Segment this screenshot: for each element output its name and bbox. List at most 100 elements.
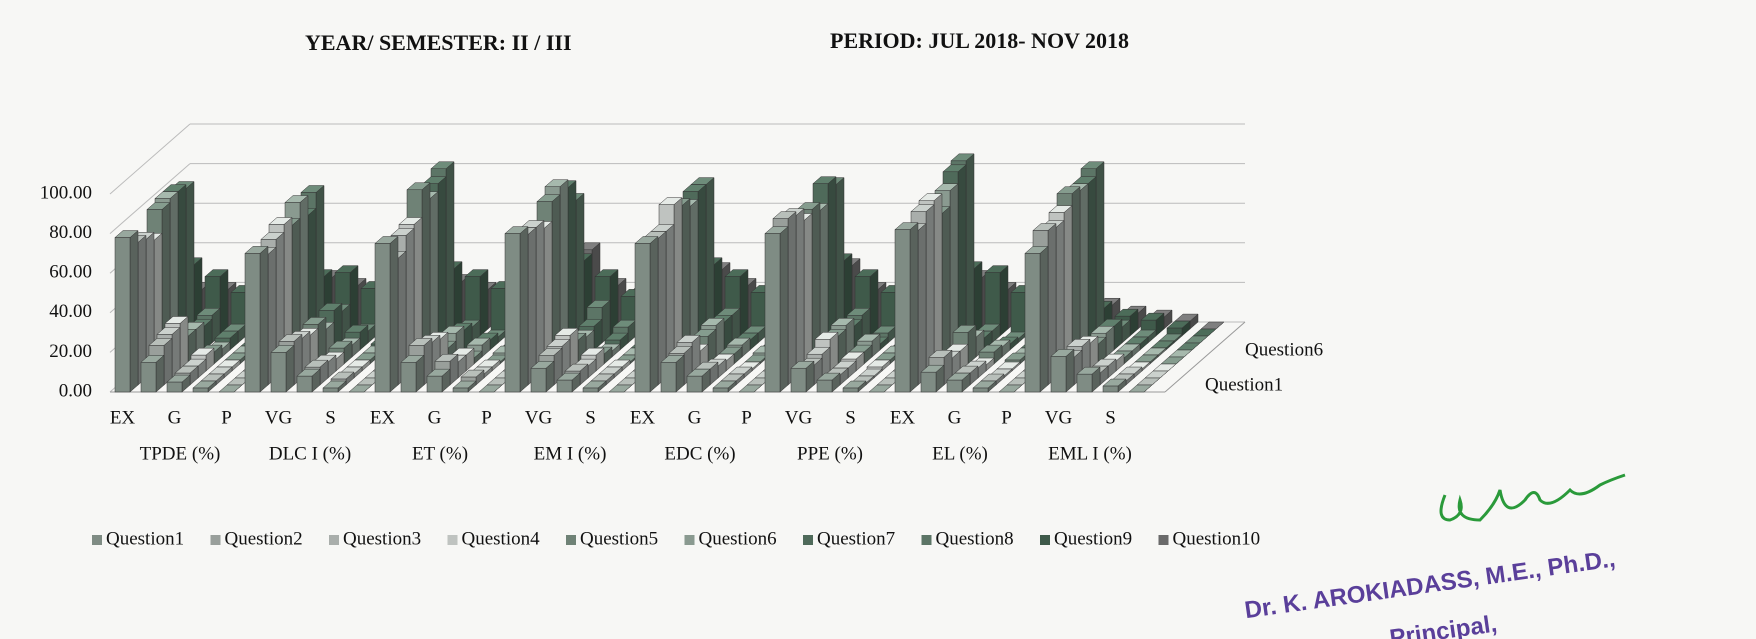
bar-top bbox=[998, 384, 1023, 393]
legend-label: Question6 bbox=[699, 528, 777, 549]
group-label: EM I (%) bbox=[534, 443, 607, 464]
bar-side bbox=[917, 223, 927, 386]
y-tick-label: 100.00 bbox=[40, 182, 92, 203]
group-label: EDC (%) bbox=[664, 443, 735, 464]
legend-swatch bbox=[210, 535, 221, 545]
bar bbox=[556, 379, 573, 393]
x-tick-label: S bbox=[325, 407, 336, 428]
x-tick-label: EX bbox=[370, 407, 396, 428]
bar bbox=[894, 229, 911, 393]
bar-side bbox=[779, 226, 789, 393]
legend-swatch bbox=[1040, 535, 1050, 545]
bar bbox=[192, 387, 209, 393]
x-tick-label: S bbox=[845, 407, 856, 428]
legend-swatch bbox=[684, 535, 695, 545]
bar bbox=[1050, 356, 1067, 393]
group-label: TPDE (%) bbox=[140, 443, 221, 464]
bar-side bbox=[519, 226, 529, 393]
bar bbox=[426, 375, 443, 393]
legend-label: Question5 bbox=[580, 528, 658, 549]
depth-label: Question6 bbox=[1245, 339, 1323, 360]
bar-side bbox=[925, 204, 935, 379]
bar bbox=[764, 233, 781, 393]
bar-side bbox=[1071, 186, 1081, 365]
legend-swatch bbox=[921, 535, 932, 545]
bar-side bbox=[1079, 183, 1089, 358]
depth-label: Question1 bbox=[1205, 374, 1283, 395]
bar-side bbox=[965, 153, 975, 344]
bar bbox=[490, 288, 507, 337]
y-tick-label: 60.00 bbox=[49, 262, 92, 283]
bar bbox=[634, 243, 651, 393]
bar-side bbox=[129, 230, 139, 393]
group-label: PPE (%) bbox=[797, 443, 863, 464]
bar bbox=[1024, 253, 1041, 393]
x-tick-label: EX bbox=[890, 407, 916, 428]
bar-top bbox=[868, 384, 893, 393]
bar-top bbox=[608, 384, 633, 393]
x-tick-label: P bbox=[221, 407, 232, 428]
bar-top bbox=[218, 384, 243, 393]
bar bbox=[920, 371, 937, 393]
bar bbox=[582, 387, 599, 393]
legend-label: Question3 bbox=[343, 528, 421, 549]
x-tick-label: EX bbox=[630, 407, 656, 428]
bar-side bbox=[479, 269, 489, 337]
group-label: EL (%) bbox=[932, 443, 988, 464]
bar-top bbox=[1128, 384, 1153, 393]
legend-label: Question7 bbox=[817, 528, 895, 549]
bar-side bbox=[1095, 161, 1105, 344]
bar-side bbox=[803, 212, 813, 372]
bar bbox=[452, 387, 469, 393]
bar bbox=[816, 379, 833, 393]
legend-label: Question4 bbox=[462, 528, 541, 549]
bar bbox=[1010, 292, 1027, 337]
bar-top bbox=[348, 384, 373, 393]
bar-side bbox=[389, 235, 399, 393]
bar bbox=[1076, 373, 1093, 393]
x-tick-label: VG bbox=[785, 407, 813, 428]
bar-side bbox=[909, 222, 919, 393]
legend-label: Question10 bbox=[1173, 528, 1261, 549]
legend-swatch bbox=[566, 535, 576, 545]
bar-side bbox=[285, 344, 295, 393]
grid-line bbox=[109, 163, 191, 234]
bar-side bbox=[1039, 245, 1049, 393]
bar-side bbox=[795, 208, 805, 379]
bar-side bbox=[163, 337, 173, 386]
bar bbox=[530, 367, 547, 393]
bar-side bbox=[933, 193, 943, 372]
bar bbox=[322, 387, 339, 393]
bar-side bbox=[567, 180, 577, 351]
bar-side bbox=[437, 176, 447, 351]
x-tick-label: VG bbox=[525, 407, 553, 428]
y-tick-label: 0.00 bbox=[59, 380, 92, 401]
bar-side bbox=[1065, 348, 1075, 393]
grid-line bbox=[109, 123, 191, 195]
group-label: DLC I (%) bbox=[269, 443, 351, 464]
bar-side bbox=[739, 269, 749, 337]
bar-side bbox=[1087, 176, 1097, 351]
bar-side bbox=[445, 161, 455, 344]
bar bbox=[140, 362, 157, 393]
group-label: ET (%) bbox=[412, 443, 468, 464]
bar-side bbox=[869, 269, 879, 337]
x-tick-label: P bbox=[741, 407, 752, 428]
bar-top bbox=[478, 384, 503, 393]
floor-edge bbox=[1164, 321, 1246, 393]
bar-side bbox=[973, 261, 983, 337]
bar bbox=[946, 379, 963, 393]
bar bbox=[686, 375, 703, 393]
bar bbox=[712, 387, 729, 393]
x-tick-label: VG bbox=[1045, 407, 1073, 428]
legend-label: Question8 bbox=[936, 528, 1014, 549]
chart-subtitle: PERIOD: JUL 2018- NOV 2018 bbox=[830, 28, 1129, 53]
bar-side bbox=[219, 269, 229, 337]
bar bbox=[374, 243, 391, 393]
bar-side bbox=[999, 265, 1009, 337]
y-tick-label: 20.00 bbox=[49, 341, 92, 362]
legend-swatch bbox=[1158, 535, 1169, 545]
legend-swatch bbox=[447, 535, 458, 545]
bar-side bbox=[259, 245, 269, 393]
